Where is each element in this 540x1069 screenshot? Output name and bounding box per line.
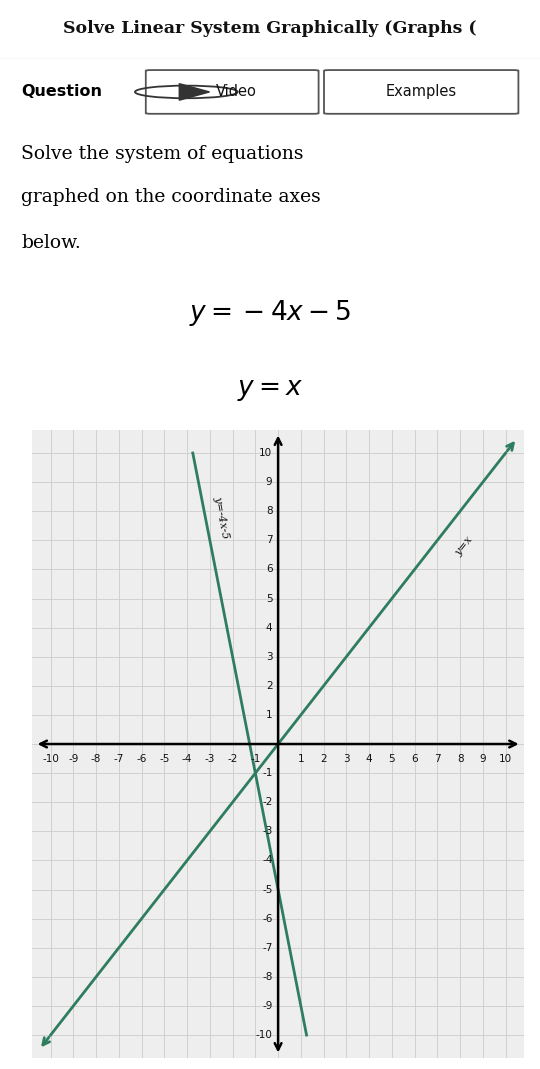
Text: 9: 9 bbox=[266, 477, 272, 487]
Text: -7: -7 bbox=[113, 755, 124, 764]
Text: Solve the system of equations: Solve the system of equations bbox=[22, 145, 304, 162]
Text: -6: -6 bbox=[262, 914, 272, 924]
Text: 6: 6 bbox=[411, 755, 418, 764]
Text: 1: 1 bbox=[298, 755, 304, 764]
Text: Solve Linear System Graphically (Graphs (: Solve Linear System Graphically (Graphs … bbox=[63, 19, 477, 36]
Text: 3: 3 bbox=[266, 652, 272, 662]
Text: -4: -4 bbox=[262, 855, 272, 866]
Text: -2: -2 bbox=[227, 755, 238, 764]
Text: -4: -4 bbox=[182, 755, 192, 764]
Text: y=x: y=x bbox=[454, 534, 475, 558]
Text: -5: -5 bbox=[262, 884, 272, 895]
Text: -9: -9 bbox=[262, 1001, 272, 1011]
Text: 2: 2 bbox=[266, 681, 272, 691]
Text: 7: 7 bbox=[266, 536, 272, 545]
Text: -3: -3 bbox=[262, 826, 272, 836]
Text: 3: 3 bbox=[343, 755, 350, 764]
Text: graphed on the coordinate axes: graphed on the coordinate axes bbox=[22, 188, 321, 206]
Text: $y = x$: $y = x$ bbox=[237, 377, 303, 403]
Text: 10: 10 bbox=[499, 755, 512, 764]
Text: 4: 4 bbox=[266, 622, 272, 633]
Text: -10: -10 bbox=[255, 1031, 272, 1040]
Text: 9: 9 bbox=[480, 755, 486, 764]
FancyBboxPatch shape bbox=[146, 71, 319, 113]
Text: Video: Video bbox=[216, 84, 257, 99]
Polygon shape bbox=[179, 83, 210, 100]
Text: Examples: Examples bbox=[386, 84, 457, 99]
Text: 10: 10 bbox=[259, 448, 272, 458]
Text: -10: -10 bbox=[42, 755, 59, 764]
Text: 5: 5 bbox=[266, 593, 272, 604]
Text: -8: -8 bbox=[262, 972, 272, 981]
Text: -2: -2 bbox=[262, 797, 272, 807]
Text: 2: 2 bbox=[320, 755, 327, 764]
FancyBboxPatch shape bbox=[324, 71, 518, 113]
Text: -9: -9 bbox=[68, 755, 78, 764]
Text: -3: -3 bbox=[205, 755, 215, 764]
Text: Question: Question bbox=[22, 84, 103, 99]
Text: 1: 1 bbox=[266, 710, 272, 719]
Text: y=-4x-5: y=-4x-5 bbox=[212, 495, 230, 539]
Text: 8: 8 bbox=[457, 755, 463, 764]
Text: 6: 6 bbox=[266, 564, 272, 574]
Text: 8: 8 bbox=[266, 507, 272, 516]
Text: -6: -6 bbox=[137, 755, 147, 764]
Text: -1: -1 bbox=[250, 755, 260, 764]
Text: 4: 4 bbox=[366, 755, 373, 764]
Text: 7: 7 bbox=[434, 755, 441, 764]
Text: -1: -1 bbox=[262, 769, 272, 778]
Text: $y = -4x - 5$: $y = -4x - 5$ bbox=[189, 298, 351, 328]
Text: -5: -5 bbox=[159, 755, 170, 764]
Text: -7: -7 bbox=[262, 943, 272, 952]
Text: -8: -8 bbox=[91, 755, 102, 764]
Text: below.: below. bbox=[22, 234, 81, 252]
Text: 5: 5 bbox=[389, 755, 395, 764]
